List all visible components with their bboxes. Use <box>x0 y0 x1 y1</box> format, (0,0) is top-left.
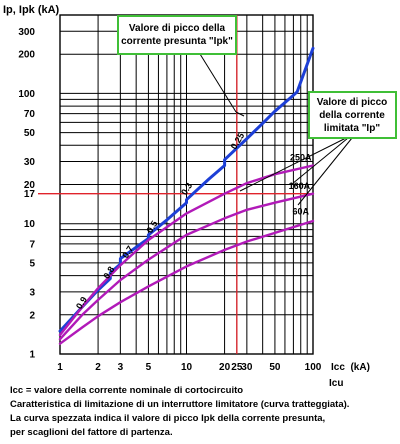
series-line-ip <box>58 192 315 341</box>
y-axis-label: Ip, Ipk (kA) <box>3 4 60 16</box>
callout-text: Valore di picco della <box>129 23 226 34</box>
x-tick-label: 25 <box>231 362 243 373</box>
callout-box <box>308 91 397 139</box>
y-tick-label: 70 <box>24 109 36 120</box>
x-tick-label: 100 <box>305 362 322 373</box>
callout-leader <box>291 137 349 185</box>
y-tick-label: 50 <box>24 128 36 139</box>
x-tick-label: 10 <box>181 362 193 373</box>
y-tick-label: 17 <box>24 189 36 200</box>
callout-leader <box>199 53 237 113</box>
y-tick-label: 1 <box>29 350 35 361</box>
series-lines <box>58 46 315 345</box>
y-tick-label: 7 <box>29 239 35 250</box>
x-tick-label: 2 <box>95 362 101 373</box>
factor-label: 0.8 <box>101 265 116 281</box>
callout-leader <box>239 137 347 192</box>
y-tick-label: 30 <box>24 157 36 168</box>
y-tick-label: 2 <box>29 310 35 321</box>
x-axis-label: Icc (kA) <box>331 362 370 373</box>
y-tick-label: 10 <box>24 219 36 230</box>
callout-leader <box>297 137 353 206</box>
series-line-ip <box>58 219 315 345</box>
x-tick-label: 50 <box>269 362 281 373</box>
x-tick-label: 20 <box>219 362 231 373</box>
note-line-2: Caratteristica di limitazione di un inte… <box>10 399 350 410</box>
series-label: 250A <box>290 153 312 163</box>
x-tick-label: 30 <box>241 362 253 373</box>
note-line-3: La curva spezzata indica il valore di pi… <box>10 413 326 424</box>
factor-label: 0.9 <box>74 295 89 311</box>
callout-text: corrente presunta "Ipk" <box>121 36 233 47</box>
series-label: 60A <box>292 206 309 216</box>
y-tick-label: 100 <box>18 89 35 100</box>
note-line-4: per scaglioni del fattore di partenza. <box>10 427 173 438</box>
x-tick-label: 5 <box>146 362 152 373</box>
reference-lines <box>38 15 313 354</box>
series-label: 160A <box>289 181 311 191</box>
callout-text: della corrente <box>319 110 385 121</box>
x-tick-label: 1 <box>57 362 63 373</box>
y-tick-label: 3 <box>29 287 35 298</box>
x-tick-label: 3 <box>118 362 124 373</box>
series-line-ip <box>58 164 315 337</box>
note-line-1: Icc = valore della corrente nominale di … <box>10 385 244 396</box>
callout-text: Valore di picco <box>317 97 388 108</box>
callout-box <box>117 15 237 55</box>
y-tick-label: 20 <box>24 180 36 191</box>
x-axis-label-secondary: Icu <box>329 378 343 389</box>
callouts: Valore di picco della corrente presunta "… <box>117 15 397 206</box>
y-tick-label: 200 <box>18 50 35 61</box>
y-tick-label: 300 <box>18 27 35 38</box>
y-tick-label: 5 <box>29 258 35 269</box>
callout-leader <box>235 111 245 117</box>
callout-text: limitata "Ip" <box>324 123 380 134</box>
